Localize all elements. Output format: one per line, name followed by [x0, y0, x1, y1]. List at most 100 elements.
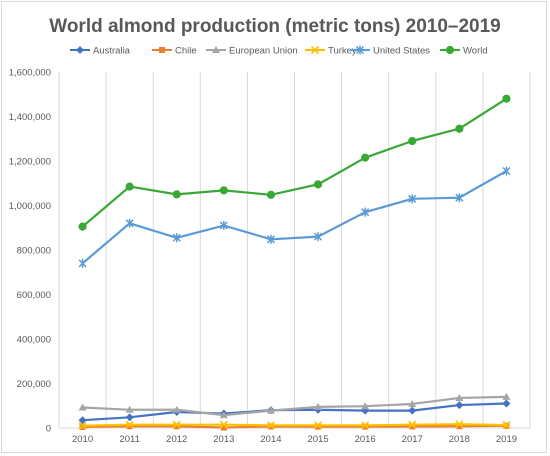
legend-label: Chile [175, 46, 197, 57]
x-tick-label: 2018 [449, 434, 470, 445]
data-point-world [361, 153, 370, 162]
legend-label: European Union [229, 46, 298, 57]
data-point-united-states [502, 166, 511, 176]
data-point-chile [456, 423, 463, 430]
data-point-united-states [266, 234, 275, 244]
data-point-world [313, 180, 323, 189]
x-tick-label: 2017 [402, 434, 423, 445]
data-point-chile [315, 423, 322, 430]
data-point-european-union [455, 393, 464, 401]
data-point-european-union [314, 402, 323, 410]
legend-entry-turkey: Turkey [305, 46, 357, 57]
series-line-australia [82, 402, 507, 422]
data-point-european-union [408, 399, 417, 407]
data-point-united-states [361, 207, 370, 217]
legend-label: Turkey [328, 46, 357, 57]
legend-marker [212, 46, 220, 53]
data-point-chile [173, 423, 180, 430]
y-tick-label: 800,000 [17, 246, 51, 257]
y-tick-label: 1,400,000 [9, 112, 51, 123]
data-point-chile [362, 423, 369, 430]
y-tick-label: 1,200,000 [9, 157, 51, 168]
series-european-union [78, 392, 511, 419]
x-tick-label: 2010 [72, 434, 93, 445]
data-point-turkey [78, 421, 87, 430]
x-tick-label: 2014 [260, 434, 281, 445]
y-tick-label: 200,000 [17, 379, 51, 390]
data-point-chile [126, 423, 133, 430]
legend-label: Australia [93, 46, 131, 57]
data-point-world [78, 222, 87, 231]
x-tick-label: 2015 [307, 434, 328, 445]
legend-label: World [463, 46, 488, 57]
data-point-european-union [125, 405, 134, 413]
x-tick-label: 2019 [496, 434, 517, 445]
grid [58, 72, 531, 428]
data-point-world [125, 182, 134, 191]
legend-entry-united-states: United States [350, 45, 430, 57]
data-point-chile [220, 424, 227, 431]
data-point-european-union [78, 403, 87, 411]
legend-marker [355, 45, 365, 55]
data-point-turkey [219, 420, 228, 429]
y-tick-label: 400,000 [17, 335, 51, 346]
data-point-world [502, 94, 511, 103]
data-point-turkey [266, 421, 276, 430]
legend-entry-world: World [440, 46, 488, 57]
data-point-australia [125, 413, 134, 422]
data-point-world [455, 124, 464, 133]
data-point-turkey [172, 420, 181, 429]
data-point-united-states [172, 233, 181, 243]
y-tick-label: 0 [46, 424, 51, 435]
data-point-united-states [78, 258, 87, 268]
data-point-chile [409, 423, 416, 430]
data-point-australia [455, 401, 464, 410]
data-point-turkey [502, 421, 511, 430]
series-turkey [78, 420, 511, 430]
legend-marker [310, 45, 320, 55]
series-line-turkey [82, 423, 507, 427]
legend-label: United States [373, 46, 430, 57]
data-point-australia [78, 416, 87, 425]
y-tick-label: 1,600,000 [9, 68, 51, 79]
x-tick-label: 2012 [166, 434, 187, 445]
series-line-world [81, 97, 508, 228]
legend-entry-european-union: European Union [206, 46, 298, 57]
data-point-turkey [313, 421, 323, 430]
data-point-australia [502, 399, 511, 408]
data-point-australia [408, 406, 417, 415]
legend-marker [159, 47, 165, 53]
series-line-chile [82, 424, 507, 429]
data-point-united-states [125, 218, 134, 228]
x-tick-label: 2016 [355, 434, 376, 445]
data-point-european-union [361, 402, 370, 410]
data-point-united-states [408, 194, 417, 204]
series-world [78, 94, 511, 231]
series-line-european-union [82, 395, 507, 417]
legend: Australia Chile European Union Turkey United… [70, 45, 488, 57]
data-point-united-states [219, 221, 228, 231]
legend-marker [445, 45, 455, 55]
series-line-united-states [81, 170, 507, 265]
legend-entry-chile: Chile [152, 46, 197, 57]
data-point-turkey [125, 420, 134, 429]
data-point-world [266, 190, 276, 199]
y-tick-label: 600,000 [17, 290, 51, 301]
series-united-states [78, 166, 511, 268]
data-point-turkey [361, 421, 370, 430]
data-point-european-union [502, 392, 511, 400]
legend-entry-australia: Australia [70, 46, 131, 57]
series [78, 94, 511, 431]
x-tick-label: 2011 [119, 434, 139, 445]
axes: 0 200,000 400,000 600,000 800,000 1,000,000 1,… [9, 68, 530, 445]
data-point-turkey [408, 420, 417, 429]
chart-title: World almond production (metric tons) 20… [49, 16, 501, 37]
data-point-world [172, 190, 181, 199]
data-point-european-union [172, 405, 181, 413]
x-tick-label: 2013 [213, 434, 234, 445]
data-point-world [219, 186, 228, 195]
data-point-turkey [455, 420, 464, 429]
legend-marker [76, 46, 84, 54]
